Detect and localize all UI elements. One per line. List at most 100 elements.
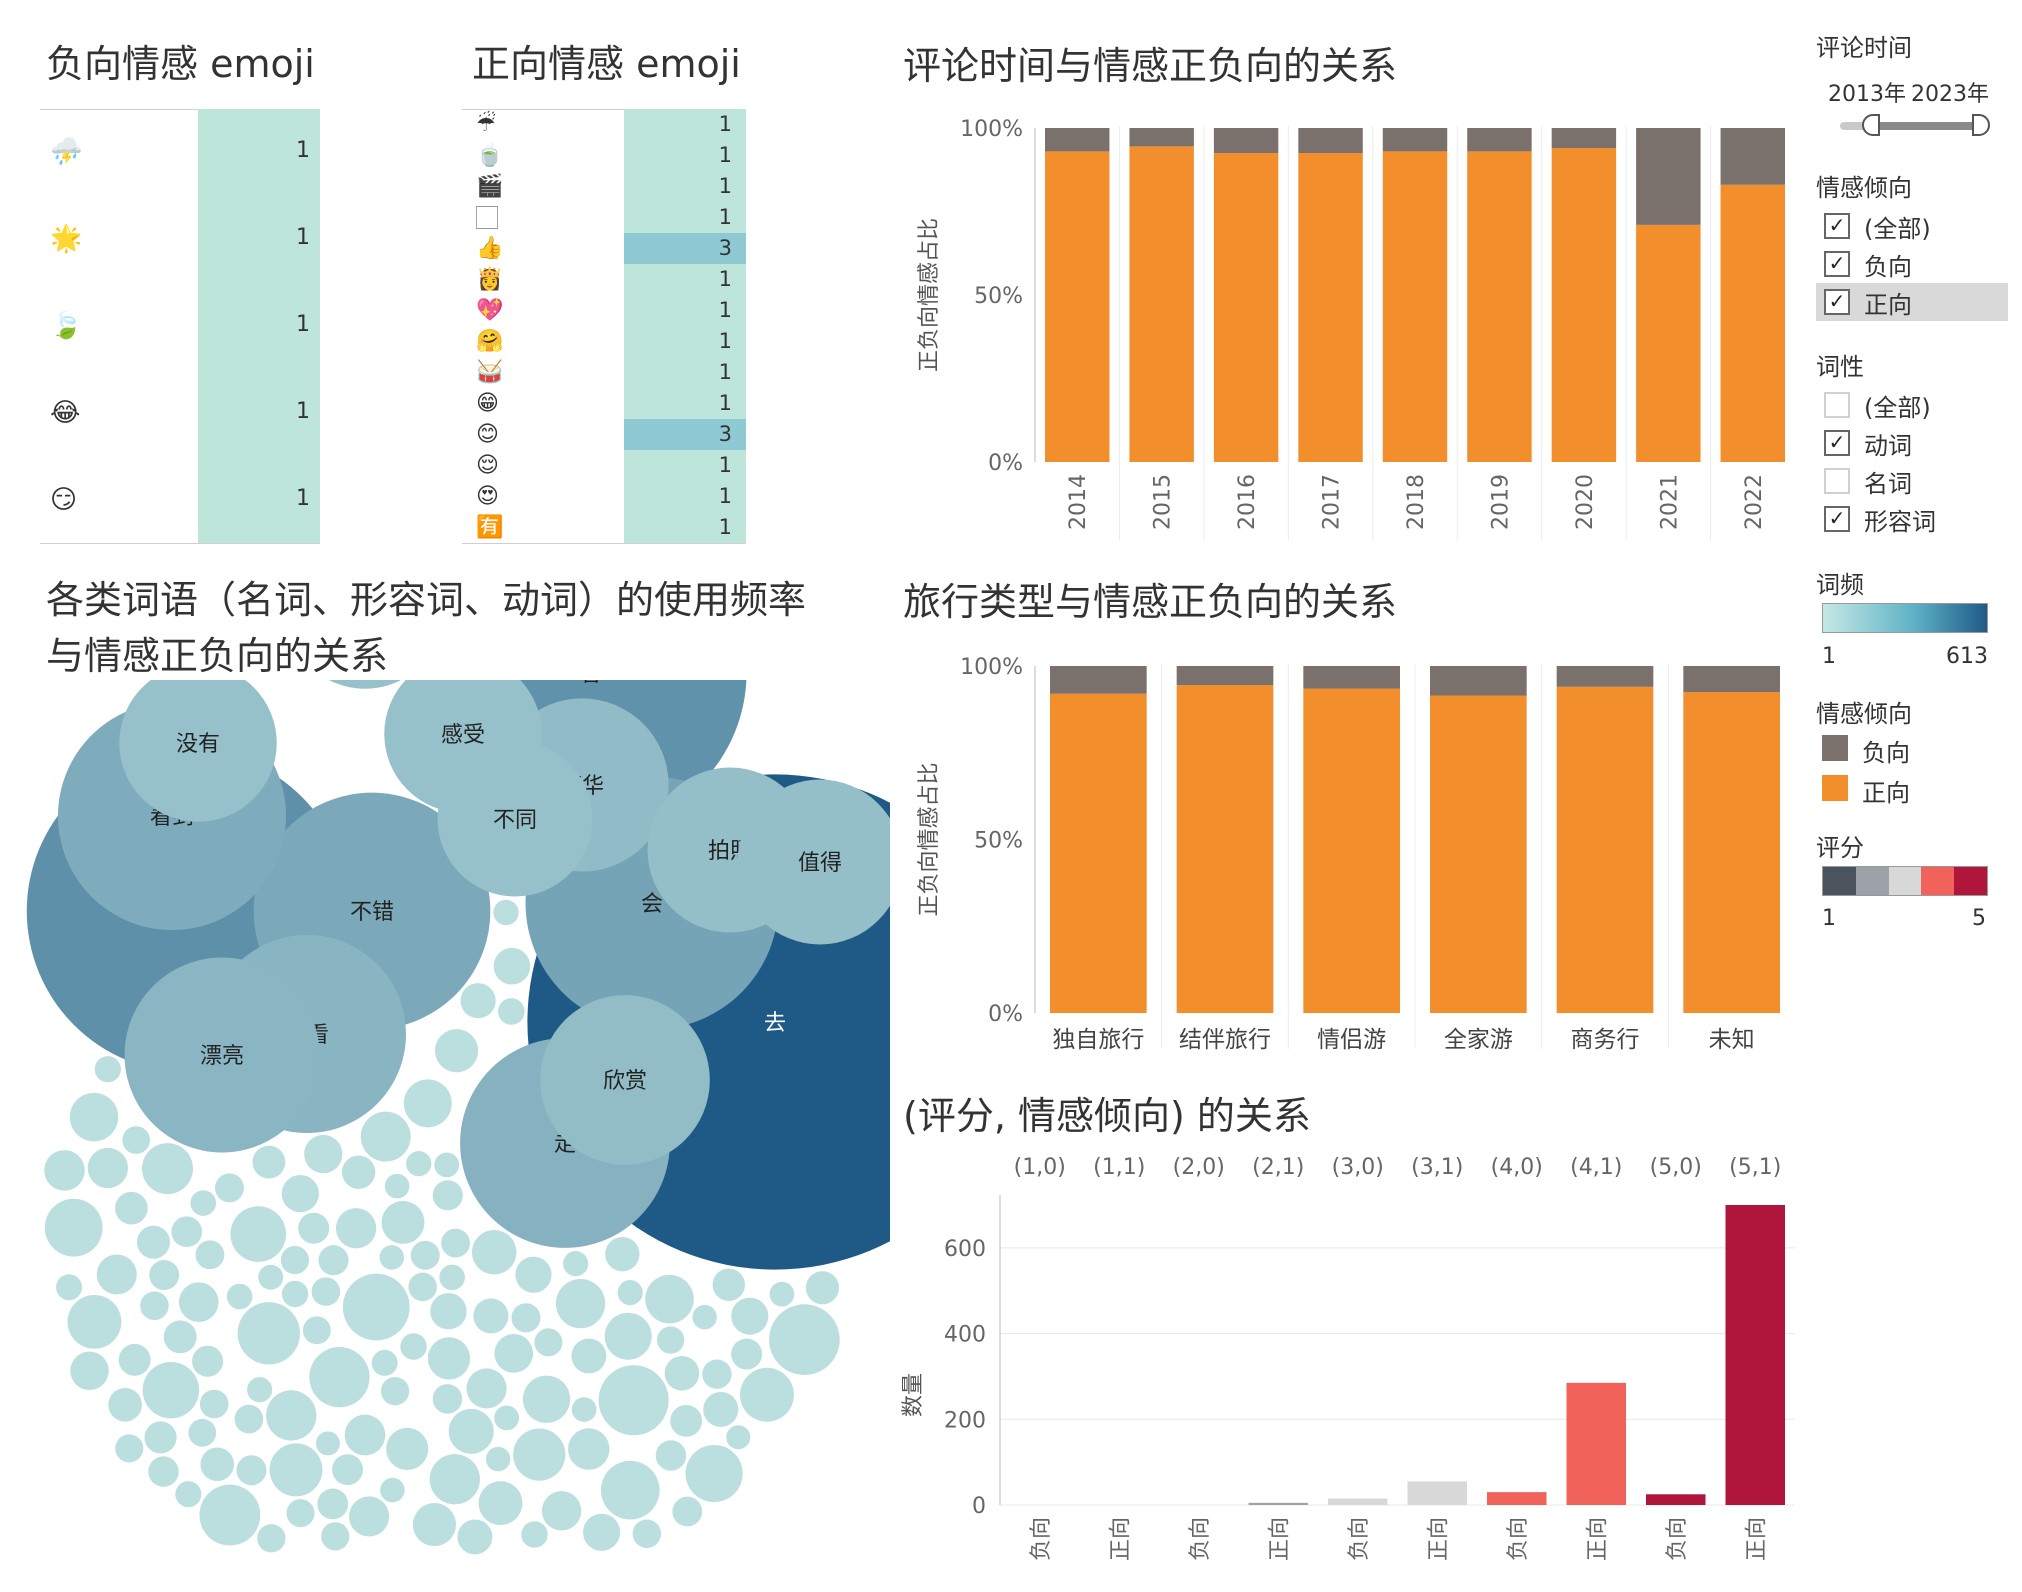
- word-bubble[interactable]: [309, 1347, 370, 1408]
- checkbox-icon[interactable]: ✓: [1824, 506, 1850, 532]
- word-bubble[interactable]: [439, 1264, 465, 1291]
- word-bubble[interactable]: [471, 1229, 517, 1275]
- word-bubble[interactable]: [692, 1304, 717, 1330]
- time-slider-left-handle[interactable]: [1862, 114, 1880, 136]
- checkbox-icon[interactable]: [1824, 468, 1850, 494]
- bar-positive[interactable]: [1720, 184, 1785, 462]
- word-bubble[interactable]: [513, 1428, 566, 1481]
- word-bubble[interactable]: [604, 1312, 652, 1360]
- word-bubble[interactable]: [437, 741, 593, 897]
- word-bubble[interactable]: [118, 1343, 151, 1376]
- word-bubble[interactable]: [457, 1519, 493, 1555]
- word-bubble[interactable]: [199, 1484, 261, 1546]
- word-bubble[interactable]: [286, 1499, 315, 1528]
- score-bar[interactable]: [1407, 1481, 1468, 1505]
- word-bubble[interactable]: [731, 1338, 763, 1370]
- word-bubble[interactable]: [534, 1328, 563, 1357]
- word-bubble[interactable]: [769, 1281, 795, 1307]
- bar-negative[interactable]: [1045, 128, 1110, 152]
- checkbox-icon[interactable]: [1824, 392, 1850, 418]
- bar-negative[interactable]: [1683, 666, 1780, 693]
- word-bubble[interactable]: [318, 1245, 349, 1276]
- word-bubble[interactable]: [269, 1443, 323, 1497]
- bar-negative[interactable]: [1720, 128, 1785, 185]
- bar-positive[interactable]: [1050, 693, 1147, 1013]
- word-bubble[interactable]: [541, 1491, 582, 1531]
- bar-negative[interactable]: [1636, 128, 1701, 225]
- word-bubble[interactable]: [115, 1191, 148, 1225]
- word-bubble[interactable]: [298, 1212, 330, 1244]
- time-slider-right-handle[interactable]: [1972, 114, 1990, 136]
- word-bubble[interactable]: [140, 1291, 169, 1321]
- word-bubble[interactable]: [737, 779, 890, 945]
- word-bubble[interactable]: [571, 1397, 597, 1422]
- word-bubble[interactable]: [195, 1240, 225, 1270]
- word-bubble[interactable]: [119, 680, 277, 822]
- word-bubble[interactable]: [434, 1152, 460, 1178]
- word-bubble[interactable]: [703, 1391, 739, 1427]
- word-bubble[interactable]: [672, 1496, 703, 1527]
- word-bubble[interactable]: [522, 1375, 571, 1423]
- word-bubble[interactable]: [441, 1228, 471, 1258]
- word-bubble[interactable]: [226, 1283, 253, 1310]
- word-bubble[interactable]: [136, 1225, 171, 1259]
- bar-negative[interactable]: [1467, 128, 1532, 152]
- word-bubble[interactable]: [726, 1425, 751, 1450]
- word-bubble[interactable]: [379, 1245, 405, 1270]
- word-bubble[interactable]: [498, 998, 525, 1025]
- word-bubble[interactable]: [805, 1271, 840, 1305]
- word-bubble[interactable]: [44, 1198, 103, 1257]
- word-bubble[interactable]: [188, 1418, 217, 1447]
- word-bubble[interactable]: [317, 1488, 349, 1520]
- bar-positive[interactable]: [1551, 148, 1617, 462]
- word-bubble[interactable]: [70, 1351, 109, 1391]
- sentiment-filter-option[interactable]: ✓ 正向: [1816, 283, 2008, 321]
- word-bubble[interactable]: [427, 1337, 471, 1380]
- word-bubble[interactable]: [371, 1349, 398, 1376]
- word-bubble[interactable]: [349, 1496, 390, 1537]
- word-bubble[interactable]: [645, 1274, 694, 1324]
- word-bubble[interactable]: [563, 1251, 589, 1277]
- word-bubble[interactable]: [315, 1431, 340, 1456]
- word-bubble[interactable]: [332, 1454, 363, 1486]
- bar-negative[interactable]: [1303, 666, 1400, 689]
- word-bubble[interactable]: [434, 1029, 479, 1073]
- bar-negative[interactable]: [1382, 128, 1448, 152]
- word-bubble[interactable]: [199, 1389, 229, 1419]
- word-bubble[interactable]: [94, 1056, 121, 1083]
- word-bubble[interactable]: [360, 1111, 411, 1162]
- word-bubble[interactable]: [281, 1174, 319, 1213]
- bar-positive[interactable]: [1430, 695, 1527, 1013]
- score-bar[interactable]: [1725, 1205, 1786, 1505]
- checkbox-icon[interactable]: ✓: [1824, 430, 1850, 456]
- word-bubble[interactable]: [656, 1326, 685, 1354]
- word-bubble[interactable]: [494, 1334, 534, 1373]
- word-bubble[interactable]: [124, 957, 320, 1153]
- word-bubble[interactable]: [598, 1365, 669, 1436]
- word-bubble[interactable]: [460, 983, 496, 1019]
- word-bubble[interactable]: [403, 1079, 452, 1128]
- score-bar[interactable]: [1328, 1498, 1388, 1505]
- word-bubble[interactable]: [214, 1173, 244, 1203]
- bar-positive[interactable]: [1303, 688, 1400, 1013]
- word-bubble[interactable]: [583, 1513, 621, 1551]
- bar-positive[interactable]: [1467, 151, 1532, 462]
- word-bubble[interactable]: [670, 1404, 703, 1437]
- word-bubble[interactable]: [67, 1294, 122, 1349]
- word-bubble[interactable]: [192, 1345, 224, 1377]
- word-bubble[interactable]: [494, 1405, 520, 1431]
- bar-positive[interactable]: [1176, 685, 1274, 1013]
- word-bubble[interactable]: [568, 1428, 610, 1470]
- bar-negative[interactable]: [1213, 128, 1279, 154]
- bar-negative[interactable]: [1551, 128, 1617, 149]
- word-bubble[interactable]: [341, 1155, 376, 1189]
- word-bubble[interactable]: [406, 1150, 432, 1177]
- word-bubble[interactable]: [473, 1298, 509, 1334]
- word-bubble[interactable]: [740, 1367, 794, 1422]
- word-bubble[interactable]: [432, 1180, 463, 1211]
- word-bubble[interactable]: [685, 1444, 743, 1503]
- word-bubble[interactable]: [96, 1254, 137, 1295]
- pos-filter-option[interactable]: 名词: [1816, 462, 2008, 500]
- checkbox-icon[interactable]: ✓: [1824, 213, 1850, 239]
- bar-positive[interactable]: [1636, 224, 1701, 462]
